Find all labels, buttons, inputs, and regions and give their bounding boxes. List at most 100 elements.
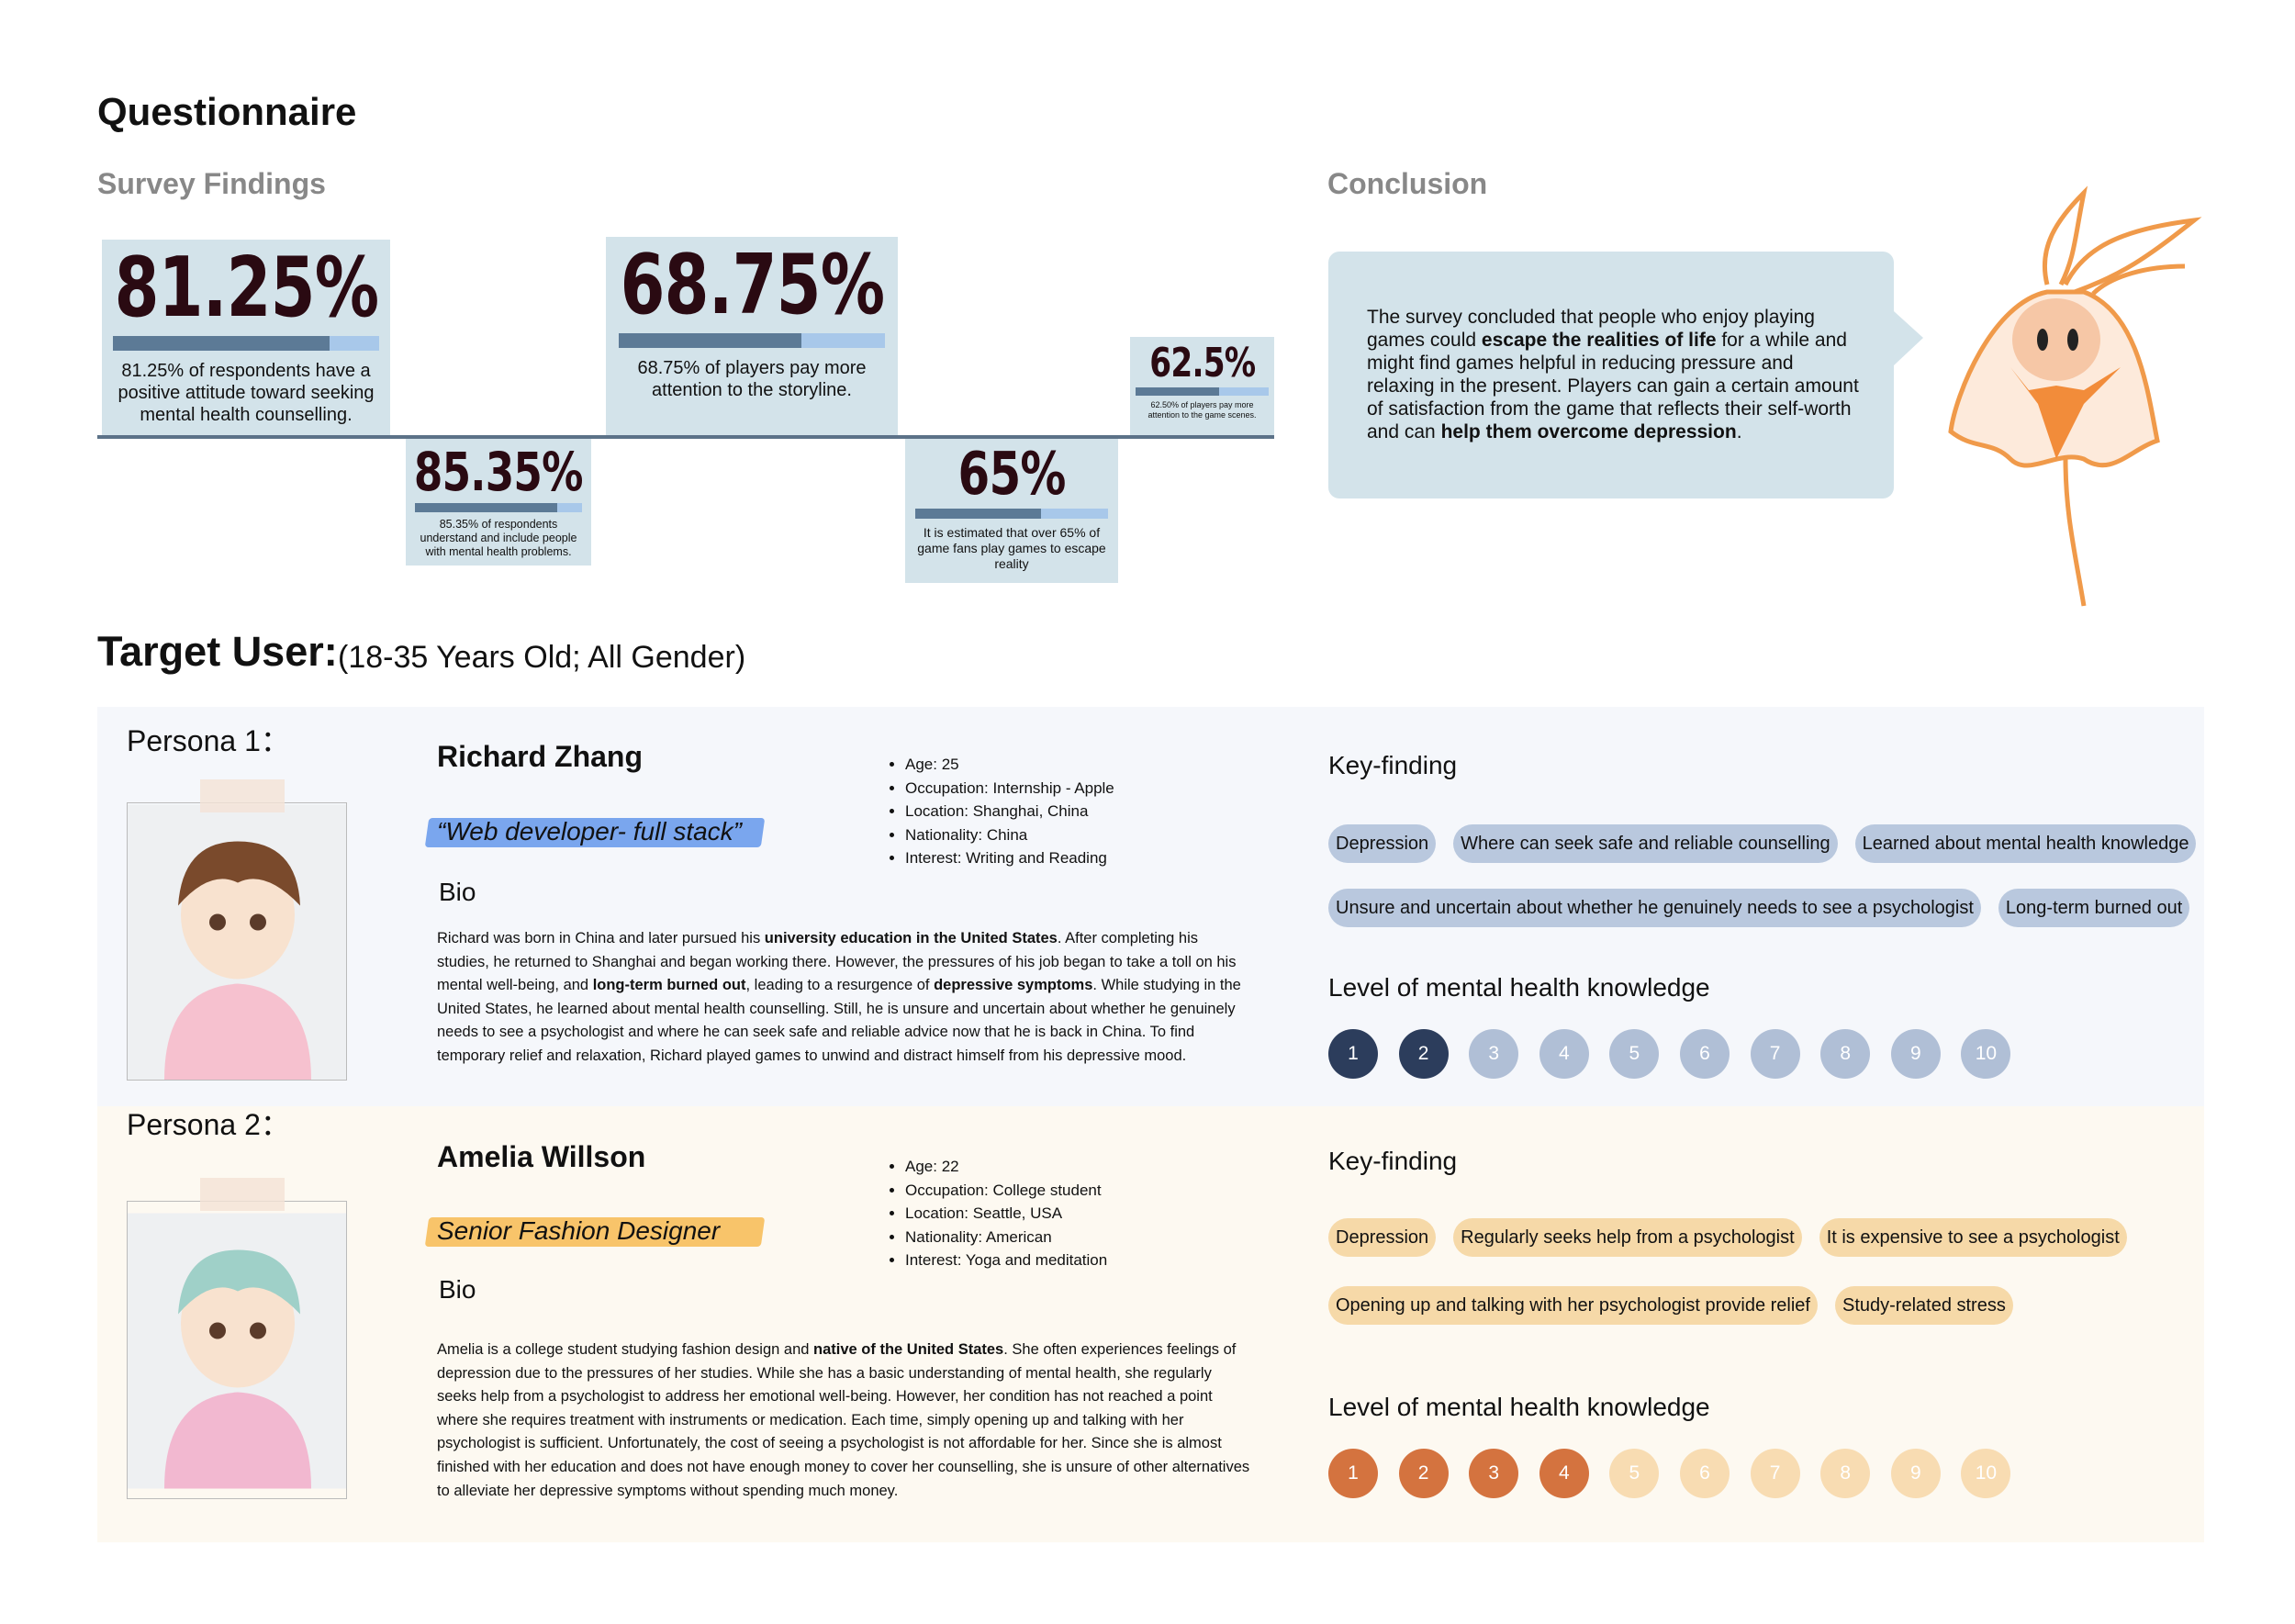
page-title: Questionnaire xyxy=(97,90,357,133)
baseline xyxy=(97,435,1274,439)
stat-description: 85.35% of respondents understand and inc… xyxy=(420,517,577,558)
bold-text: university education in the United State… xyxy=(764,930,1058,946)
stat-bar-track xyxy=(619,333,885,349)
knowledge-title: Level of mental health knowledge xyxy=(1328,973,1710,1002)
bold-text: depressive symptoms xyxy=(934,977,1093,994)
detail-item: Interest: Yoga and meditation xyxy=(905,1249,1107,1272)
detail-item: Age: 25 xyxy=(905,753,1114,777)
stat-number: 62.5% xyxy=(1148,340,1256,386)
level-empty: 4 xyxy=(1539,1029,1589,1079)
level-empty: 7 xyxy=(1750,1449,1800,1498)
persona-label: Persona 1： xyxy=(127,724,290,757)
stat-bar xyxy=(415,502,558,512)
knowledge-title: Level of mental health knowledge xyxy=(1328,1393,1710,1421)
stat-bar xyxy=(1136,386,1219,396)
stat-card: 65% It is estimated that over 65% of game… xyxy=(905,439,1118,583)
section-title: Conclusion xyxy=(1327,167,1488,200)
level-filled: 3 xyxy=(1469,1449,1519,1498)
stat-description: 68.75% of players pay more attention to … xyxy=(637,357,867,400)
text: . After completing his studies, he retur… xyxy=(437,930,1237,994)
tape xyxy=(200,779,285,812)
level-filled: 2 xyxy=(1398,1029,1449,1079)
detail-item: Nationality: American xyxy=(905,1226,1107,1249)
persona-name: Amelia Willson xyxy=(437,1140,646,1173)
mascot xyxy=(1948,185,2202,607)
stat-bar xyxy=(113,336,330,352)
stat-card: 85.35% 85.35% of respondents understand a… xyxy=(406,439,591,566)
detail-item: Location: Shanghai, China xyxy=(905,800,1114,823)
level-empty: 7 xyxy=(1750,1029,1800,1079)
text: . xyxy=(1736,421,1742,442)
section-title: Survey Findings xyxy=(97,167,326,200)
key-finding-title: Key-finding xyxy=(1328,751,1458,779)
level-empty: 8 xyxy=(1820,1029,1871,1079)
tag: Unsure and uncertain about whether he ge… xyxy=(1328,889,1981,927)
level-filled: 2 xyxy=(1398,1449,1449,1498)
target-title: Target User: xyxy=(97,628,338,675)
detail-item: Occupation: Internship - Apple xyxy=(905,777,1114,801)
tape xyxy=(200,1178,285,1211)
persona-name: Richard Zhang xyxy=(437,740,644,773)
stat-description: 62.50% of players pay more attention to … xyxy=(1148,400,1257,420)
persona-tagline: “Web developer- full stack” xyxy=(437,817,742,846)
level-filled: 1 xyxy=(1328,1029,1378,1079)
detail-item: Age: 22 xyxy=(905,1155,1107,1179)
detail-item: Location: Seattle, USA xyxy=(905,1202,1107,1226)
tag: Study-related stress xyxy=(1834,1286,2013,1325)
detail-item: Nationality: China xyxy=(905,823,1114,847)
target-subtitle: (18-35 Years Old; All Gender) xyxy=(338,640,746,675)
tag: Opening up and talking with her psycholo… xyxy=(1328,1286,1818,1325)
tag-row: Unsure and uncertain about whether he ge… xyxy=(1328,889,2207,927)
text: Amelia is a college student studying fas… xyxy=(437,1341,814,1358)
level-empty: 9 xyxy=(1890,1449,1941,1498)
stat-bar-track xyxy=(915,509,1108,520)
level-empty: 5 xyxy=(1609,1449,1660,1498)
persona-bio: Richard was born in China and later purs… xyxy=(437,927,1254,1069)
detail-item: Occupation: College student xyxy=(905,1179,1107,1203)
stat-description: It is estimated that over 65% of game fa… xyxy=(917,525,1106,571)
tag: Learned about mental health knowledge xyxy=(1854,824,2197,863)
tag: Where can seek safe and reliable counsel… xyxy=(1453,824,1838,863)
level-empty: 3 xyxy=(1469,1029,1519,1079)
text: for a while and might find games helpful… xyxy=(1367,330,1859,442)
persona-details: Age: 22Occupation: College studentLocati… xyxy=(889,1155,1107,1272)
stat-number: 65% xyxy=(957,441,1066,509)
bold-text: escape the realities of life xyxy=(1481,330,1717,351)
text: . While studying in the United States, h… xyxy=(437,977,1241,1064)
text: The survey concluded that people who enj… xyxy=(1367,307,1815,351)
stat-card: 68.75% 68.75% of players pay more attenti… xyxy=(606,237,898,435)
tag-row: Depression Where can seek safe and reliab… xyxy=(1328,824,2213,863)
bold-text: native of the United States xyxy=(813,1341,1004,1358)
text: Richard was born in China and later purs… xyxy=(437,930,765,946)
bold-text: help them overcome depression xyxy=(1440,421,1737,442)
persona-label: Persona 2： xyxy=(127,1108,290,1141)
tag: Regularly seeks help from a psychologist xyxy=(1453,1218,1802,1257)
stat-bar-track xyxy=(1136,386,1269,396)
conclusion-text: The survey concluded that people who enj… xyxy=(1367,306,1863,443)
stat-card: 81.25% 81.25% of respondents have a posit… xyxy=(102,240,390,435)
level-filled: 4 xyxy=(1539,1449,1589,1498)
stat-number: 85.35% xyxy=(414,441,584,503)
tag: It is expensive to see a psychologist xyxy=(1819,1218,2127,1257)
tag: Depression xyxy=(1328,824,1437,863)
tag: Long-term burned out xyxy=(1998,889,2190,927)
level-empty: 10 xyxy=(1961,1029,2011,1079)
stat-bar xyxy=(915,509,1041,520)
stat-bar xyxy=(619,333,802,349)
tag-row: Opening up and talking with her psycholo… xyxy=(1328,1286,2031,1325)
detail-item: Interest: Writing and Reading xyxy=(905,846,1114,870)
tag-row: Depression Regularly seeks help from a ps… xyxy=(1328,1218,2144,1257)
speech-bubble xyxy=(1328,252,1923,498)
level-empty: 9 xyxy=(1890,1029,1941,1079)
tag: Depression xyxy=(1328,1218,1437,1257)
persona-details: Age: 25Occupation: Internship - AppleLoc… xyxy=(889,753,1114,870)
stat-number: 68.75% xyxy=(620,237,884,333)
bio-title: Bio xyxy=(439,1275,476,1304)
level-empty: 8 xyxy=(1820,1449,1871,1498)
level-filled: 1 xyxy=(1328,1449,1378,1498)
persona-avatar xyxy=(127,1201,347,1499)
text: , leading to a resurgence of xyxy=(745,977,935,994)
persona-avatar xyxy=(127,802,347,1081)
key-finding-title: Key-finding xyxy=(1328,1147,1458,1175)
